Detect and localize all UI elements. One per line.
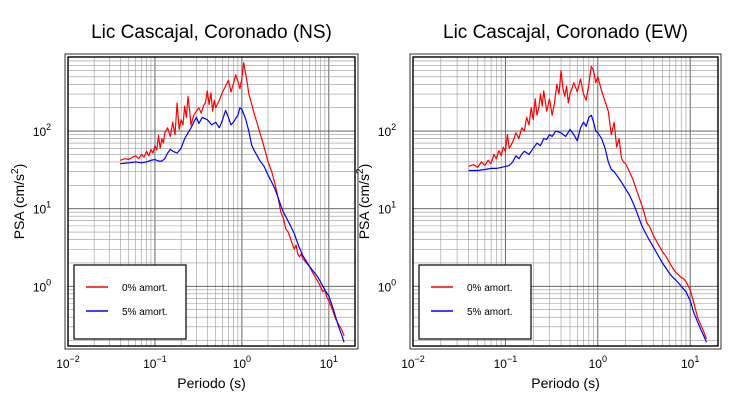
y-tick-label: 102	[33, 122, 51, 139]
legend: 0% amort. 5% amort.	[418, 264, 532, 340]
legend-label-0: 0% amort.	[467, 283, 513, 294]
x-tick-label: 101	[681, 354, 699, 371]
y-axis-label: PSA (cm/s2)	[355, 164, 372, 240]
plot-frame	[412, 56, 719, 347]
series-line-0	[468, 65, 708, 340]
x-tick-label: 100	[589, 354, 607, 371]
x-tick-label: 10−1	[494, 354, 518, 371]
series-line-1	[120, 107, 345, 343]
x-tick-label: 10−2	[401, 354, 425, 371]
x-axis-label: Periodo (s)	[177, 375, 245, 391]
y-tick-label: 101	[378, 200, 396, 217]
y-tick-label: 101	[33, 200, 51, 217]
plot-frame-outer	[409, 53, 722, 350]
chart-panel-ew: Lic Cascajal, Coronado (EW) 10−2 10−1 100 10…	[355, 22, 722, 391]
legend-label-1: 5% amort.	[467, 307, 513, 318]
plot-frame-outer	[64, 53, 359, 350]
legend-box	[418, 264, 532, 340]
legend-box	[73, 264, 187, 340]
series-line-0	[120, 62, 345, 337]
legend-label-1: 5% amort.	[122, 307, 168, 318]
x-tick-label: 101	[320, 354, 338, 371]
series-group	[468, 65, 708, 343]
series-group	[120, 62, 345, 343]
x-tick-label: 10−1	[143, 354, 167, 371]
series-line-1	[468, 114, 708, 343]
x-axis-label: Periodo (s)	[531, 375, 599, 391]
chart-panel-ns: Lic Cascajal, Coronado (NS) 10−2 10−1 100 10…	[10, 22, 359, 391]
y-tick-label: 102	[378, 122, 396, 139]
y-tick-label: 100	[33, 277, 51, 294]
chart-title: Lic Cascajal, Coronado (NS)	[91, 22, 332, 43]
y-tick-label: 100	[378, 277, 396, 294]
x-tick-label: 10−2	[56, 354, 80, 371]
legend-label-0: 0% amort.	[122, 283, 168, 294]
y-axis-label: PSA (cm/s2)	[10, 164, 27, 240]
x-tick-label: 100	[233, 354, 251, 371]
plot-frame	[67, 56, 356, 347]
legend: 0% amort. 5% amort.	[73, 264, 187, 340]
chart-title: Lic Cascajal, Coronado (EW)	[443, 22, 688, 43]
